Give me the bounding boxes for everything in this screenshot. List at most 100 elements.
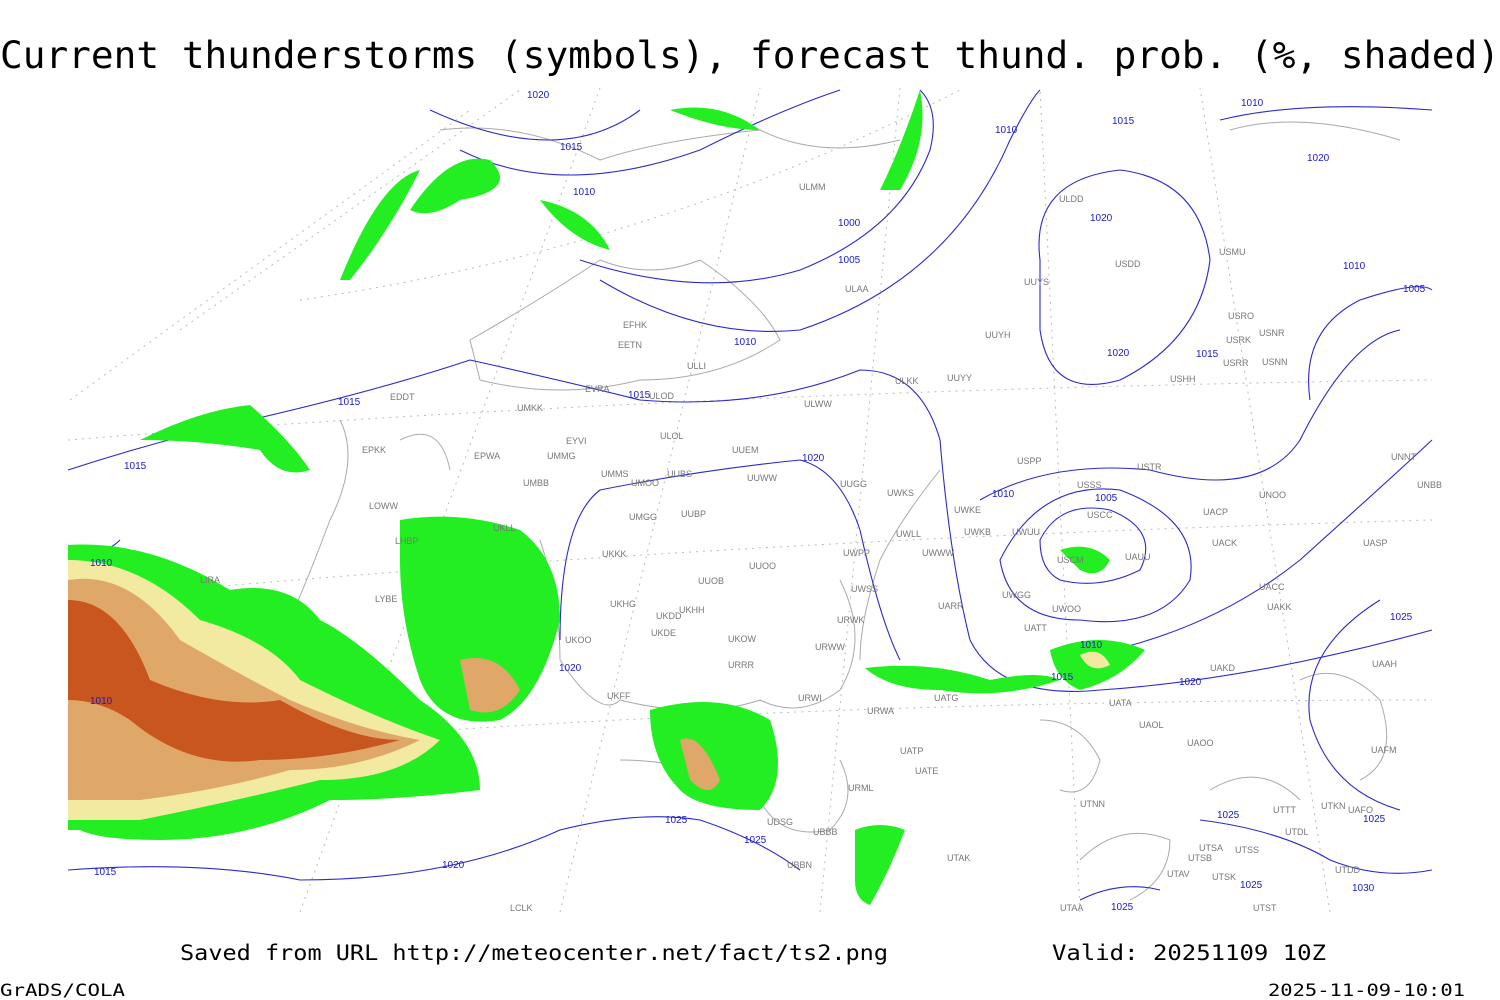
station-code: UNOO xyxy=(1259,490,1286,500)
station-code: UWKE xyxy=(954,505,981,515)
isobar-label: 1010 xyxy=(734,337,757,348)
isobar-label: 1010 xyxy=(573,187,596,198)
station-code: UTDL xyxy=(1285,827,1309,837)
isobar-label: 1015 xyxy=(1196,349,1219,360)
isobar-label: 1010 xyxy=(1080,640,1103,651)
station-code: USRK xyxy=(1226,335,1251,345)
station-code: UKHH xyxy=(679,605,705,615)
isobar-label: 1025 xyxy=(744,835,767,846)
station-code: UTSA xyxy=(1199,843,1223,853)
station-code: ULLI xyxy=(687,361,706,371)
station-code: UWPP xyxy=(843,548,870,558)
software: GrADS/COLA xyxy=(0,981,125,1000)
station-code: UWGG xyxy=(1002,590,1031,600)
station-code: USDD xyxy=(1115,259,1141,269)
station-code: ULDD xyxy=(1059,194,1084,204)
station-code: UTSS xyxy=(1235,845,1259,855)
station-code: ULWW xyxy=(804,399,832,409)
isobar-label: 1005 xyxy=(1403,284,1426,295)
station-code: UAKK xyxy=(1267,602,1292,612)
isobar-label: 1015 xyxy=(94,867,117,878)
station-code: UAUU xyxy=(1125,552,1151,562)
station-code: EPKK xyxy=(362,445,386,455)
station-code: UUWW xyxy=(747,473,777,483)
station-code: UUBP xyxy=(681,509,706,519)
isobar-label: 1020 xyxy=(1307,153,1330,164)
station-code: UAKD xyxy=(1210,663,1236,673)
isobar-label: 1025 xyxy=(1240,880,1263,891)
isobar-label: 1030 xyxy=(1352,883,1375,894)
station-code: UTAV xyxy=(1167,869,1190,879)
station-code: UWLL xyxy=(896,529,921,539)
station-code: ULKK xyxy=(895,376,919,386)
station-code: UWUU xyxy=(1012,527,1040,537)
isobar-label: 1005 xyxy=(838,255,861,266)
station-code: UBBN xyxy=(787,860,812,870)
isobar-label: 1005 xyxy=(1095,493,1118,504)
station-code: USPP xyxy=(1017,456,1042,466)
station-code: EETN xyxy=(618,340,642,350)
isobar-label: 1020 xyxy=(1107,348,1130,359)
station-code: UMMS xyxy=(601,469,629,479)
station-code: UATG xyxy=(934,693,958,703)
isobar-label: 1020 xyxy=(559,663,582,674)
isobar-label: 1015 xyxy=(628,390,651,401)
station-code: LHBP xyxy=(395,536,419,546)
station-code: UAFM xyxy=(1371,745,1397,755)
isobar-label: 1020 xyxy=(802,453,825,464)
station-code: EDDT xyxy=(390,392,415,402)
station-code: URWI xyxy=(798,693,822,703)
station-code: UNNT xyxy=(1391,452,1416,462)
isobar-label: 1020 xyxy=(1179,677,1202,688)
station-code: UUOO xyxy=(749,561,776,571)
isobar-label: 1020 xyxy=(442,860,465,871)
station-code: URML xyxy=(848,783,874,793)
station-code: UTNN xyxy=(1080,799,1105,809)
station-code: USCC xyxy=(1087,510,1113,520)
station-code: UUYY xyxy=(947,373,972,383)
station-code: UWKS xyxy=(887,488,914,498)
station-code: UUYS xyxy=(1024,277,1049,287)
station-code: UKDD xyxy=(656,611,682,621)
station-code: UTST xyxy=(1253,903,1277,913)
station-code: USTR xyxy=(1137,462,1162,472)
station-code: UTSB xyxy=(1188,853,1212,863)
station-code: USRO xyxy=(1228,311,1254,321)
station-code: UMMG xyxy=(547,451,576,461)
isobar-label: 1010 xyxy=(1343,261,1366,272)
isobar-label: 1015 xyxy=(560,142,583,153)
station-code: UACK xyxy=(1212,538,1237,548)
isobar-label: 1025 xyxy=(1390,612,1413,623)
station-code: LOWW xyxy=(369,501,399,511)
station-code: UWOO xyxy=(1052,604,1081,614)
isobar-label: 1010 xyxy=(1241,98,1264,109)
station-code: UASP xyxy=(1363,538,1388,548)
station-code: LYBE xyxy=(375,594,397,604)
station-code: UKDE xyxy=(651,628,676,638)
station-code: USCM xyxy=(1057,555,1084,565)
station-code: UMKK xyxy=(517,403,543,413)
station-code: UKOO xyxy=(565,635,592,645)
isobar-label: 1015 xyxy=(338,397,361,408)
station-code: UAAH xyxy=(1372,659,1397,669)
station-code: ULAA xyxy=(845,284,869,294)
station-code: EFHK xyxy=(623,320,647,330)
station-code: UACP xyxy=(1203,507,1228,517)
station-code: UMBB xyxy=(523,478,549,488)
station-code: UMGG xyxy=(629,512,657,522)
station-code: ULOL xyxy=(660,431,684,441)
isobar-label: 1010 xyxy=(995,125,1018,136)
station-code: UBBB xyxy=(813,827,838,837)
isobar-label: 1010 xyxy=(992,489,1015,500)
isobar-label: 1025 xyxy=(1363,814,1386,825)
isobar-label: 1015 xyxy=(124,461,147,472)
source-url: Saved from URL http://meteocenter.net/fa… xyxy=(180,941,888,965)
station-code: UDSG xyxy=(767,817,793,827)
station-code: USHH xyxy=(1170,374,1196,384)
station-code: UATT xyxy=(1024,623,1047,633)
isobar-label: 1015 xyxy=(1051,672,1074,683)
station-code: EPWA xyxy=(474,451,500,461)
station-code: UKKK xyxy=(602,549,627,559)
station-code: EYVI xyxy=(566,436,587,446)
